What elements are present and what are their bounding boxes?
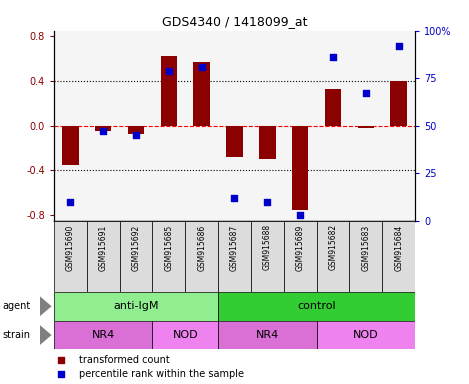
Bar (284, 221, 317, 292)
Bar (390, 81, 407, 126)
Text: GSM915691: GSM915691 (98, 224, 108, 271)
Bar (259, 126, 275, 159)
Title: GDS4340 / 1418099_at: GDS4340 / 1418099_at (162, 15, 307, 28)
Bar (317, 321, 415, 349)
Text: GSM915688: GSM915688 (263, 224, 272, 270)
Text: percentile rank within the sample: percentile rank within the sample (79, 369, 244, 379)
Text: anti-IgM: anti-IgM (113, 301, 159, 311)
Point (57, 357, 65, 363)
Bar (152, 321, 218, 349)
Text: GSM915684: GSM915684 (394, 224, 403, 271)
Bar (54, 221, 87, 292)
Bar (292, 126, 308, 210)
Bar (54, 292, 218, 321)
Point (132, 132, 140, 138)
Point (165, 68, 173, 74)
Text: GSM915686: GSM915686 (197, 224, 206, 271)
Point (231, 195, 238, 201)
Text: GSM915692: GSM915692 (131, 224, 141, 271)
Polygon shape (40, 325, 52, 345)
Point (296, 212, 304, 218)
Bar (218, 221, 251, 292)
Text: GSM915687: GSM915687 (230, 224, 239, 271)
Text: GSM915690: GSM915690 (66, 224, 75, 271)
Text: transformed count: transformed count (79, 355, 170, 365)
Bar (382, 221, 415, 292)
Bar (226, 126, 242, 157)
Point (264, 199, 271, 205)
Bar (349, 221, 382, 292)
Point (67, 199, 74, 205)
Bar (87, 221, 120, 292)
Bar (120, 221, 152, 292)
Text: strain: strain (2, 330, 30, 340)
Point (395, 43, 402, 49)
Point (329, 54, 337, 60)
Bar (218, 321, 317, 349)
Text: GSM915682: GSM915682 (328, 224, 338, 270)
Bar (95, 126, 111, 131)
Text: control: control (297, 301, 336, 311)
Bar (193, 62, 210, 126)
Text: NR4: NR4 (256, 330, 279, 340)
Polygon shape (40, 296, 52, 316)
Point (198, 64, 205, 70)
Point (99, 128, 107, 134)
Bar (152, 221, 185, 292)
Bar (251, 221, 284, 292)
Bar (218, 292, 415, 321)
Bar (54, 321, 152, 349)
Bar (160, 56, 177, 126)
Point (57, 371, 65, 377)
Bar (325, 89, 341, 126)
Text: NOD: NOD (353, 330, 378, 340)
Text: NOD: NOD (173, 330, 198, 340)
Bar (128, 126, 144, 134)
Text: GSM915685: GSM915685 (164, 224, 174, 271)
Bar (185, 221, 218, 292)
Point (362, 90, 370, 96)
Text: GSM915689: GSM915689 (295, 224, 305, 271)
Text: agent: agent (2, 301, 30, 311)
Text: NR4: NR4 (91, 330, 115, 340)
Bar (62, 126, 78, 165)
Bar (317, 221, 349, 292)
Bar (357, 126, 374, 128)
Text: GSM915683: GSM915683 (361, 224, 371, 271)
